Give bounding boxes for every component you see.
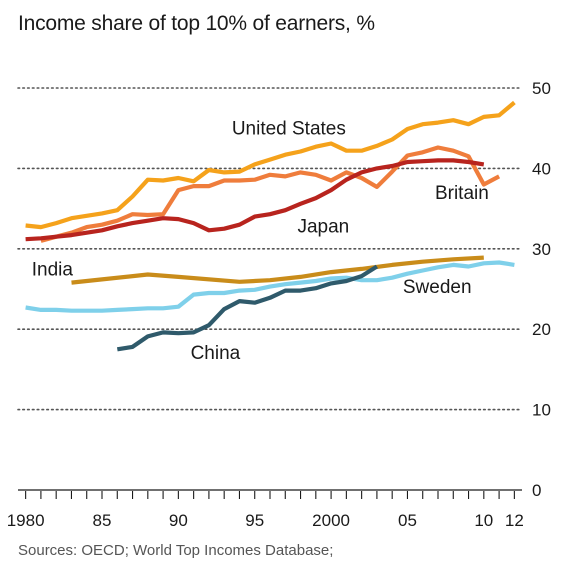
y-tick-label-30: 30 [532,240,551,259]
series-line-united-states [25,100,516,230]
source-note: Sources: OECD; World Top Incomes Databas… [18,542,334,559]
series-line-japan [25,158,485,242]
chart-title: Income share of top 10% of earners, % [18,12,375,35]
x-tick-label-95: 95 [245,511,264,530]
series-label-sweden: Sweden [403,277,472,298]
series-line-india [71,255,484,285]
y-tick-label-10: 10 [532,401,551,420]
x-tick-label-85: 85 [93,511,112,530]
y-tick-label-40: 40 [532,159,551,178]
series-label-china: China [191,343,241,364]
series-line-sweden [25,260,515,313]
y-tick-label-50: 50 [532,79,551,98]
series-line-china [116,264,379,352]
x-tick-label-10: 10 [474,511,493,530]
x-tick-label-90: 90 [169,511,188,530]
series-label-india: India [32,259,74,280]
series-label-japan: Japan [297,217,349,238]
x-tick-label-2000: 2000 [312,511,350,530]
series-label-united-states: United States [232,119,346,140]
x-tick-label-1980: 1980 [7,511,45,530]
y-tick-label-20: 20 [532,320,551,339]
y-tick-label-0: 0 [532,481,541,500]
x-tick-label-12: 12 [505,511,524,530]
x-tick-label-05: 05 [398,511,417,530]
series-label-britain: Britain [435,183,489,204]
series-line-britain [40,145,501,243]
